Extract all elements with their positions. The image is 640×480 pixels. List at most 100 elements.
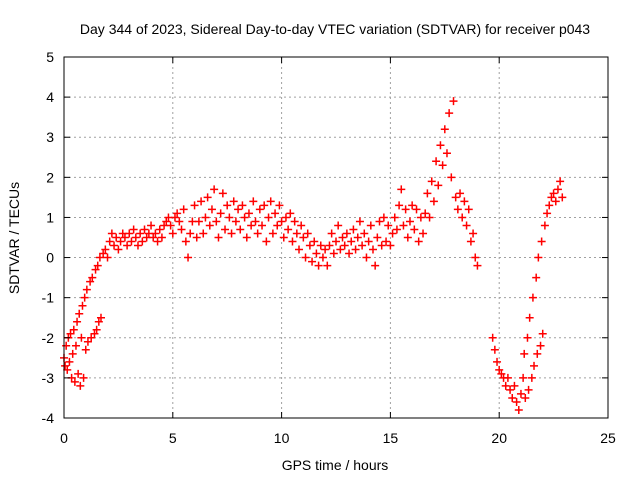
data-point [76,381,85,390]
data-point [203,193,212,202]
data-point [527,373,536,382]
data-point [99,249,108,258]
data-point [79,373,88,382]
y-axis-label: SDTVAR / TECUs [6,182,22,294]
data-point [538,329,547,338]
data-point [403,233,412,242]
data-point [340,241,349,250]
data-point [157,233,166,242]
data-point [388,229,397,238]
data-point [516,389,525,398]
data-point [425,213,434,222]
data-point [140,225,149,234]
data-point [536,341,545,350]
data-point [524,385,533,394]
data-point [77,333,86,342]
data-point [456,189,465,198]
data-point [514,405,523,414]
data-point [451,193,460,202]
data-point [83,337,92,346]
data-point [525,313,534,322]
data-point [349,225,358,234]
data-point [464,205,473,214]
data-point [310,237,319,246]
data-point [473,261,482,270]
data-point [427,177,436,186]
data-point [325,241,334,250]
data-point [416,213,425,222]
data-point [314,261,323,270]
data-point [273,221,282,230]
data-point [371,261,380,270]
data-point [242,233,251,242]
data-point [358,241,367,250]
data-point [449,97,458,106]
data-point [382,237,391,246]
data-point [173,209,182,218]
data-point [82,285,91,294]
data-point [247,221,256,230]
data-point [225,213,234,222]
data-point [131,233,140,242]
data-point [493,357,502,366]
data-point [364,237,373,246]
data-point [179,205,188,214]
y-tick-label: 0 [46,250,54,266]
data-point [69,325,78,334]
data-point [543,209,552,218]
data-point [151,229,160,238]
data-point [338,233,347,242]
data-point [70,377,79,386]
data-point [81,345,90,354]
data-point [281,213,290,222]
data-point [244,209,253,218]
data-point [194,217,203,226]
data-point [229,197,238,206]
data-point [238,201,247,210]
data-point [534,253,543,262]
data-point [62,341,71,350]
y-tick-label: 3 [46,129,54,145]
data-point [116,237,125,246]
data-point [458,213,467,222]
data-point [177,225,186,234]
data-point [375,217,384,226]
data-point [545,201,554,210]
data-point [78,301,87,310]
data-point [96,313,105,322]
data-point [336,245,345,254]
plot-frame [63,56,609,419]
data-point [342,229,351,238]
data-point [508,393,517,402]
data-point [410,225,419,234]
data-point [286,209,295,218]
data-point [460,197,469,206]
data-point [547,193,556,202]
data-point [218,189,227,198]
data-point [312,249,321,258]
data-point [445,109,454,118]
y-tick-label: 2 [46,169,54,185]
data-point [537,237,546,246]
data-point [469,229,478,238]
data-point [68,349,77,358]
data-point [558,193,567,202]
data-point [360,229,369,238]
y-tick-label: -3 [42,370,55,386]
data-point [532,273,541,282]
data-point [405,217,414,226]
data-point [284,225,293,234]
data-point [442,149,451,158]
data-point [345,249,354,258]
y-tick-label: -4 [42,410,55,426]
x-axis-label: GPS time / hours [282,457,389,473]
data-point [520,349,529,358]
data-point [471,253,480,262]
x-tick-label: 25 [600,430,616,446]
data-point [533,349,542,358]
data-point [201,213,210,222]
data-point [105,237,114,246]
data-point [466,237,475,246]
data-point [373,233,382,242]
data-point [91,265,100,274]
